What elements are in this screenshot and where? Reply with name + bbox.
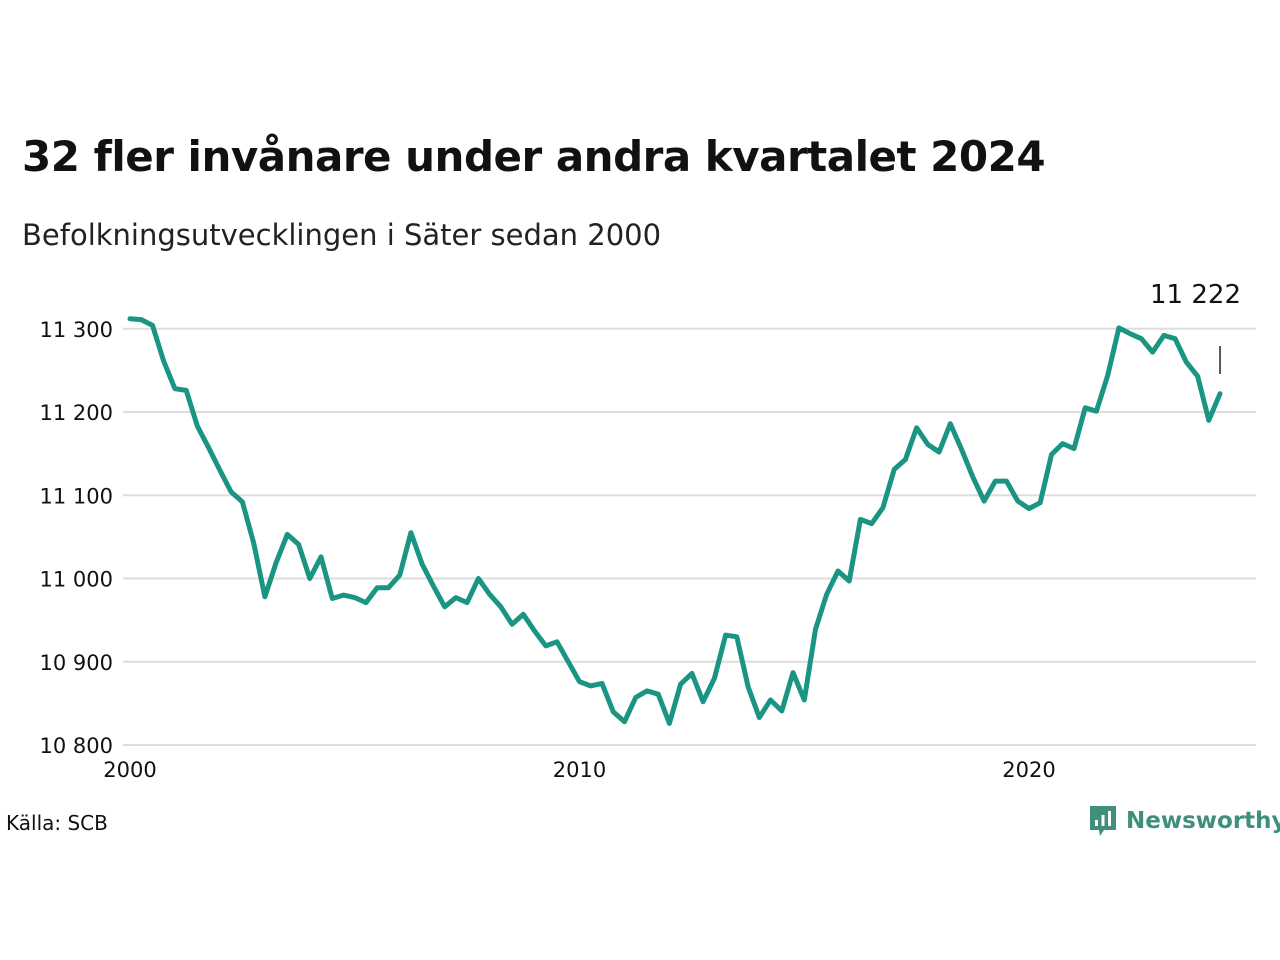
y-tick-label: 11 300 <box>40 318 113 342</box>
chart-subtitle: Befolkningsutvecklingen i Säter sedan 20… <box>22 218 662 252</box>
x-tick-label: 2010 <box>553 758 606 782</box>
brand[interactable]: Newsworthy <box>1088 804 1280 838</box>
newsworthy-logo-icon <box>1090 806 1116 836</box>
x-tick-label: 2020 <box>1002 758 1055 782</box>
brand-name: Newsworthy <box>1126 808 1280 834</box>
series-line <box>127 316 1223 726</box>
y-tick-label: 10 800 <box>40 734 113 758</box>
chart-title: 32 fler invånare under andra kvartalet 2… <box>22 132 1046 181</box>
y-tick-label: 11 200 <box>40 401 113 425</box>
end-value-label: 11 222 <box>1150 280 1241 310</box>
source-note: Källa: SCB <box>6 811 108 835</box>
x-tick-label: 2000 <box>103 758 156 782</box>
y-tick-label: 11 000 <box>40 568 113 592</box>
line-chart: 10 800 10 900 11 000 11 100 11 200 11 300 2000… <box>40 280 1256 782</box>
y-tick-label: 10 900 <box>40 651 113 675</box>
y-tick-label: 11 100 <box>40 484 113 508</box>
